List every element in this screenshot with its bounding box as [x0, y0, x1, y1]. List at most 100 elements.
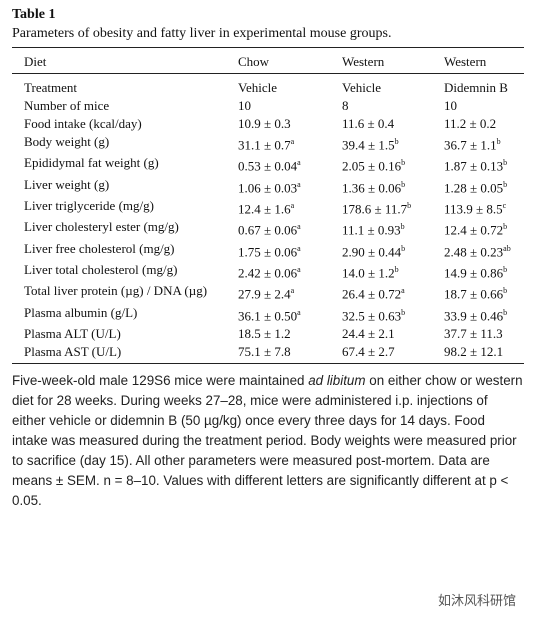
row-label: Liver cholesteryl ester (mg/g): [24, 219, 179, 235]
cell: 11.6 ± 0.4: [342, 116, 395, 131]
cell: 67.4 ± 2.7: [342, 343, 395, 359]
cell: 98.2 ± 12.1: [444, 343, 504, 359]
row-label: Plasma ALT (U/L): [24, 325, 121, 341]
note-text: on either chow or western diet for 28 we…: [12, 372, 523, 508]
cell: 36.7 ± 1.1b: [444, 132, 524, 153]
significance-letter: c: [502, 200, 507, 210]
table-row: Number of mice 10 8 10: [12, 96, 524, 114]
cell: Vehicle: [342, 80, 381, 95]
cell-value: 1.75 ± 0.06: [238, 243, 298, 259]
cell: 1.87 ± 0.13b: [444, 153, 524, 174]
cell: 2.48 ± 0.23ab: [444, 239, 524, 260]
table-row: Total liver protein (µg) / DNA (µg) 27.9 …: [12, 281, 524, 302]
cell-value: 31.1 ± 0.7: [238, 137, 291, 153]
table-row: Liver cholesteryl ester (mg/g) 0.67 ± 0.0…: [12, 217, 524, 238]
significance-letter: b: [401, 179, 406, 189]
cell-value: 32.5 ± 0.63: [342, 307, 402, 323]
significance-letter: b: [400, 222, 405, 232]
row-label: Treatment: [24, 80, 77, 95]
row-label: Food intake (kcal/day): [24, 116, 142, 131]
row-label: Plasma AST (U/L): [24, 343, 122, 359]
cell: 12.4 ± 0.72b: [444, 217, 524, 238]
significance-letter: b: [394, 137, 399, 146]
table-row: Plasma ALT (U/L) 18.5 ± 1.2 24.4 ± 2.1 37.7…: [12, 324, 524, 342]
cell-value: 178.6 ± 11.7: [342, 201, 408, 217]
significance-letter: a: [290, 286, 295, 296]
cell-value: 2.90 ± 0.44: [342, 243, 402, 259]
header-row: Diet Chow Western Western: [12, 47, 524, 74]
column-header: Western: [444, 47, 524, 74]
table-row: Liver total cholesterol (mg/g) 2.42 ± 0.0…: [12, 260, 524, 281]
cell-value: 0.67 ± 0.06: [238, 222, 298, 238]
row-label: Epididymal fat weight (g): [24, 155, 159, 171]
cell-value: 12.4 ± 1.6: [238, 201, 291, 217]
cell: 178.6 ± 11.7b: [342, 196, 444, 217]
cell: 113.9 ± 8.5c: [444, 196, 524, 217]
cell: 39.4 ± 1.5b: [342, 132, 444, 153]
table-figure: Table 1 Parameters of obesity and fatty …: [12, 7, 524, 511]
cell: 10: [238, 98, 251, 113]
cell-value: 36.1 ± 0.50: [238, 307, 298, 323]
table-note: Five-week-old male 129S6 mice were maint…: [12, 371, 524, 511]
cell-value: 0.53 ± 0.04: [238, 158, 298, 174]
cell: 2.42 ± 0.06a: [238, 260, 342, 281]
cell: 33.9 ± 0.46b: [444, 303, 524, 324]
cell-value: 33.9 ± 0.46: [444, 307, 504, 323]
cell: 75.1 ± 7.8: [238, 343, 291, 359]
table-row: Food intake (kcal/day) 10.9 ± 0.3 11.6 ± 0…: [12, 114, 524, 132]
table-row: Plasma AST (U/L) 75.1 ± 7.8 67.4 ± 2.7 98.2…: [12, 342, 524, 364]
significance-letter: b: [503, 222, 508, 232]
significance-letter: b: [394, 264, 399, 274]
cell: 18.7 ± 0.66b: [444, 281, 524, 302]
cell: 0.67 ± 0.06a: [238, 217, 342, 238]
significance-letter: b: [401, 307, 406, 317]
cell-value: 18.7 ± 0.66: [444, 286, 504, 302]
significance-letter: b: [407, 200, 412, 210]
significance-letter: a: [297, 243, 301, 253]
row-label: Number of mice: [24, 98, 110, 113]
significance-letter: b: [496, 137, 501, 146]
column-header: Western: [342, 47, 444, 74]
cell-value: 14.9 ± 0.86: [444, 265, 504, 281]
row-label: Liver total cholesterol (mg/g): [24, 261, 178, 277]
cell: Vehicle: [238, 80, 277, 95]
cell: 37.7 ± 11.3: [444, 325, 503, 341]
cell: 0.53 ± 0.04a: [238, 153, 342, 174]
cell-value: 2.42 ± 0.06: [238, 265, 298, 281]
row-label: Liver weight (g): [24, 176, 110, 192]
table-row: Epididymal fat weight (g) 0.53 ± 0.04a 2.0…: [12, 153, 524, 174]
cell: 31.1 ± 0.7a: [238, 132, 342, 153]
cell: 12.4 ± 1.6a: [238, 196, 342, 217]
row-label: Liver free cholesterol (mg/g): [24, 240, 175, 256]
cell: Didemnin B: [444, 80, 508, 95]
significance-letter: a: [290, 200, 295, 210]
table-row: Liver triglyceride (mg/g) 12.4 ± 1.6a 178.…: [12, 196, 524, 217]
significance-letter: b: [503, 307, 508, 317]
cell-value: 1.06 ± 0.03: [238, 179, 298, 195]
cell: 11.1 ± 0.93b: [342, 217, 444, 238]
row-label: Plasma albumin (g/L): [24, 304, 138, 320]
column-header: Diet: [12, 47, 238, 74]
watermark: 如沐风科研馆: [437, 590, 516, 609]
significance-letter: a: [297, 158, 301, 168]
table-row: Liver free cholesterol (mg/g) 1.75 ± 0.06…: [12, 239, 524, 260]
cell-value: 36.7 ± 1.1: [444, 137, 497, 153]
significance-letter: a: [297, 222, 301, 232]
cell: 10.9 ± 0.3: [238, 116, 291, 131]
column-header: Chow: [238, 47, 342, 74]
table-caption: Parameters of obesity and fatty liver in…: [12, 26, 392, 41]
cell-value: 2.05 ± 0.16: [342, 158, 402, 174]
note-text: Five-week-old male 129S6 mice were maint…: [12, 372, 309, 388]
cell-value: 113.9 ± 8.5: [444, 201, 503, 217]
significance-letter: b: [503, 264, 508, 274]
significance-letter: ab: [503, 243, 511, 253]
cell: 2.05 ± 0.16b: [342, 153, 444, 174]
significance-letter: a: [290, 137, 295, 146]
table-row: Plasma albumin (g/L) 36.1 ± 0.50a 32.5 ± 0…: [12, 303, 524, 324]
cell: 18.5 ± 1.2: [238, 325, 291, 341]
table-row: Body weight (g) 31.1 ± 0.7a 39.4 ± 1.5b 36.…: [12, 132, 524, 153]
cell-value: 1.28 ± 0.05: [444, 179, 504, 195]
table-body: Treatment Vehicle Vehicle Didemnin B Number …: [12, 74, 524, 364]
cell: 11.2 ± 0.2: [444, 116, 497, 131]
